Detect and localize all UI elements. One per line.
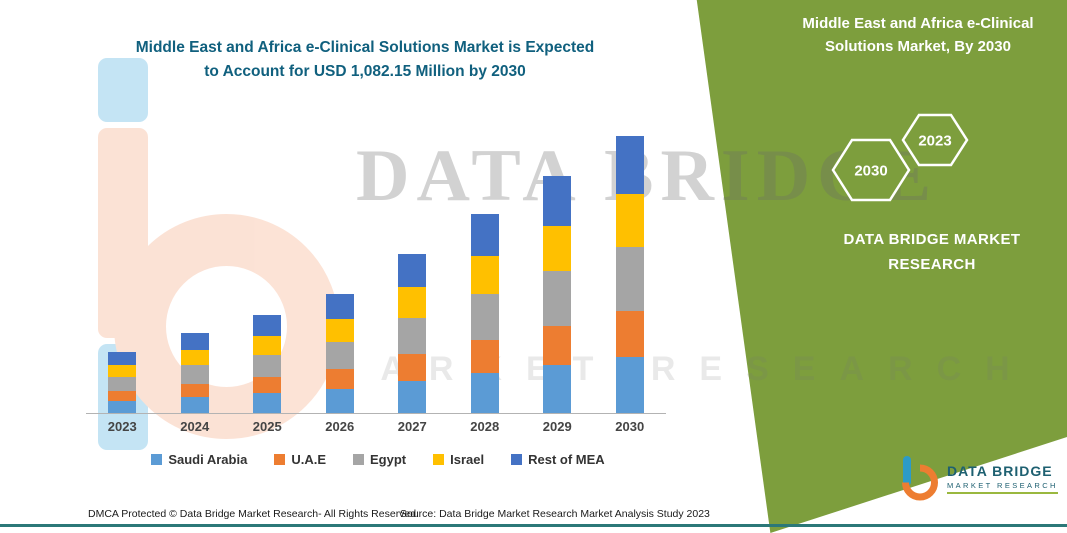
footer-dmca-text: DMCA Protected © Data Bridge Market Rese… bbox=[88, 508, 420, 520]
legend-label: Egypt bbox=[369, 452, 407, 467]
legend-item-saudi-arabia: Saudi Arabia bbox=[151, 452, 247, 467]
legend-item-israel: Israel bbox=[433, 452, 484, 467]
bar-segment-saudi-arabia bbox=[615, 357, 644, 413]
year-hexagons: 2023 2030 bbox=[831, 113, 969, 202]
legend-label: Israel bbox=[450, 452, 485, 467]
footer-source-text: Source: Data Bridge Market Research Mark… bbox=[400, 508, 710, 520]
bar-2028 bbox=[449, 214, 522, 413]
bar-segment-u-a-e bbox=[180, 383, 209, 397]
bar-segment-egypt bbox=[253, 354, 282, 377]
x-label-2025: 2025 bbox=[252, 419, 282, 434]
brand-line1: DATA BRIDGE MARKET bbox=[843, 231, 1021, 248]
bar-segment-saudi-arabia bbox=[398, 381, 427, 413]
footer-rule bbox=[0, 524, 1067, 527]
legend-item-rest-of-mea: Rest of MEA bbox=[511, 452, 605, 467]
chart-title-line2: to Account for USD 1,082.15 Million by 2… bbox=[204, 63, 526, 81]
bar-segment-egypt bbox=[615, 247, 644, 311]
footer-logo-subname: MARKET RESEARCH bbox=[947, 480, 1058, 490]
legend-item-u-a-e: U.A.E bbox=[274, 452, 326, 467]
bar-segment-israel bbox=[470, 255, 499, 295]
footer-logo-name: DATA BRIDGE bbox=[947, 462, 1053, 479]
chart-title-line1: Middle East and Africa e-Clinical Soluti… bbox=[135, 39, 595, 56]
bar-segment-israel bbox=[180, 350, 209, 366]
legend-swatch bbox=[151, 454, 163, 465]
bar-segment-saudi-arabia bbox=[180, 396, 209, 413]
hexagon-2030-label: 2030 bbox=[854, 163, 887, 180]
bar-segment-u-a-e bbox=[470, 339, 499, 374]
side-panel-brand: DATA BRIDGE MARKET RESEARCH bbox=[812, 228, 1052, 278]
hexagon-2030 bbox=[831, 138, 911, 202]
bar-segment-u-a-e bbox=[325, 368, 354, 389]
bar-segment-u-a-e bbox=[398, 354, 427, 381]
chart-title: Middle East and Africa e-Clinical Soluti… bbox=[70, 36, 660, 84]
bar-2029 bbox=[521, 175, 594, 413]
bar-segment-rest-of-mea bbox=[543, 175, 572, 226]
bar-segment-u-a-e bbox=[615, 310, 644, 358]
legend: Saudi Arabia U.A.E Egypt Israel Rest of MEA bbox=[90, 452, 666, 467]
bar-segment-u-a-e bbox=[108, 390, 137, 401]
bar-segment-rest-of-mea bbox=[180, 333, 209, 351]
bar-segment-saudi-arabia bbox=[253, 393, 282, 413]
bar-segment-rest-of-mea bbox=[108, 352, 137, 365]
bar-2025 bbox=[231, 315, 304, 413]
bar-segment-saudi-arabia bbox=[543, 365, 572, 413]
bar-segment-rest-of-mea bbox=[470, 214, 499, 256]
bar-2026 bbox=[304, 294, 377, 413]
footer-logo-underline bbox=[947, 491, 1058, 494]
bar-segment-israel bbox=[253, 335, 282, 355]
side-panel-title: Middle East and Africa e-Clinical Soluti… bbox=[780, 12, 1056, 59]
bar-segment-saudi-arabia bbox=[108, 400, 137, 413]
bar-segment-egypt bbox=[180, 365, 209, 384]
bar-segment-israel bbox=[398, 287, 427, 319]
legend-label: Rest of MEA bbox=[528, 452, 605, 467]
bar-segment-egypt bbox=[108, 376, 137, 391]
bar-segment-saudi-arabia bbox=[470, 373, 499, 413]
stacked-bar-chart bbox=[86, 122, 666, 414]
bar-2024 bbox=[159, 333, 232, 413]
bar-2023 bbox=[86, 352, 159, 413]
legend-swatch bbox=[511, 454, 523, 465]
legend-item-egypt: Egypt bbox=[352, 452, 407, 467]
bar-segment-egypt bbox=[470, 294, 499, 340]
x-label-2024: 2024 bbox=[180, 419, 210, 434]
legend-swatch bbox=[352, 454, 364, 465]
x-label-2027: 2027 bbox=[397, 419, 427, 434]
bar-segment-rest-of-mea bbox=[615, 136, 644, 194]
databridge-logo-icon bbox=[902, 456, 938, 501]
x-label-2023: 2023 bbox=[107, 419, 137, 434]
hexagon-2023 bbox=[901, 113, 969, 167]
bar-segment-israel bbox=[108, 364, 137, 377]
footer-logo-text: DATA BRIDGE MARKET RESEARCH bbox=[947, 463, 1058, 494]
bar-segment-egypt bbox=[325, 341, 354, 369]
bar-segment-israel bbox=[325, 318, 354, 342]
bar-segment-saudi-arabia bbox=[325, 388, 354, 413]
bar-2027 bbox=[376, 254, 449, 413]
side-panel-title-line1: Middle East and Africa e-Clinical bbox=[802, 15, 1034, 32]
legend-swatch bbox=[433, 454, 445, 465]
bar-segment-u-a-e bbox=[543, 325, 572, 366]
legend-label: U.A.E bbox=[291, 452, 326, 467]
x-label-2028: 2028 bbox=[470, 419, 500, 434]
bar-segment-egypt bbox=[398, 318, 427, 355]
side-panel-title-line2: Solutions Market, By 2030 bbox=[825, 38, 1011, 56]
bar-segment-u-a-e bbox=[253, 376, 282, 394]
x-label-2026: 2026 bbox=[325, 419, 355, 434]
x-label-2029: 2029 bbox=[542, 419, 572, 434]
brand-line2: RESEARCH bbox=[888, 255, 976, 273]
bar-segment-egypt bbox=[543, 271, 572, 326]
bar-segment-israel bbox=[615, 193, 644, 248]
legend-label: Saudi Arabia bbox=[168, 452, 248, 467]
legend-swatch bbox=[274, 454, 286, 465]
x-label-2030: 2030 bbox=[615, 419, 645, 434]
bar-segment-rest-of-mea bbox=[253, 315, 282, 336]
bar-segment-rest-of-mea bbox=[398, 254, 427, 288]
bar-segment-israel bbox=[543, 225, 572, 272]
footer-logo: DATA BRIDGE MARKET RESEARCH bbox=[900, 455, 1058, 501]
bar-2030 bbox=[594, 136, 667, 413]
hexagon-2023-label: 2023 bbox=[918, 133, 951, 150]
x-axis-labels: 2023 2024 2025 2026 2027 2028 2029 2030 bbox=[86, 419, 666, 434]
bar-segment-rest-of-mea bbox=[325, 294, 354, 319]
